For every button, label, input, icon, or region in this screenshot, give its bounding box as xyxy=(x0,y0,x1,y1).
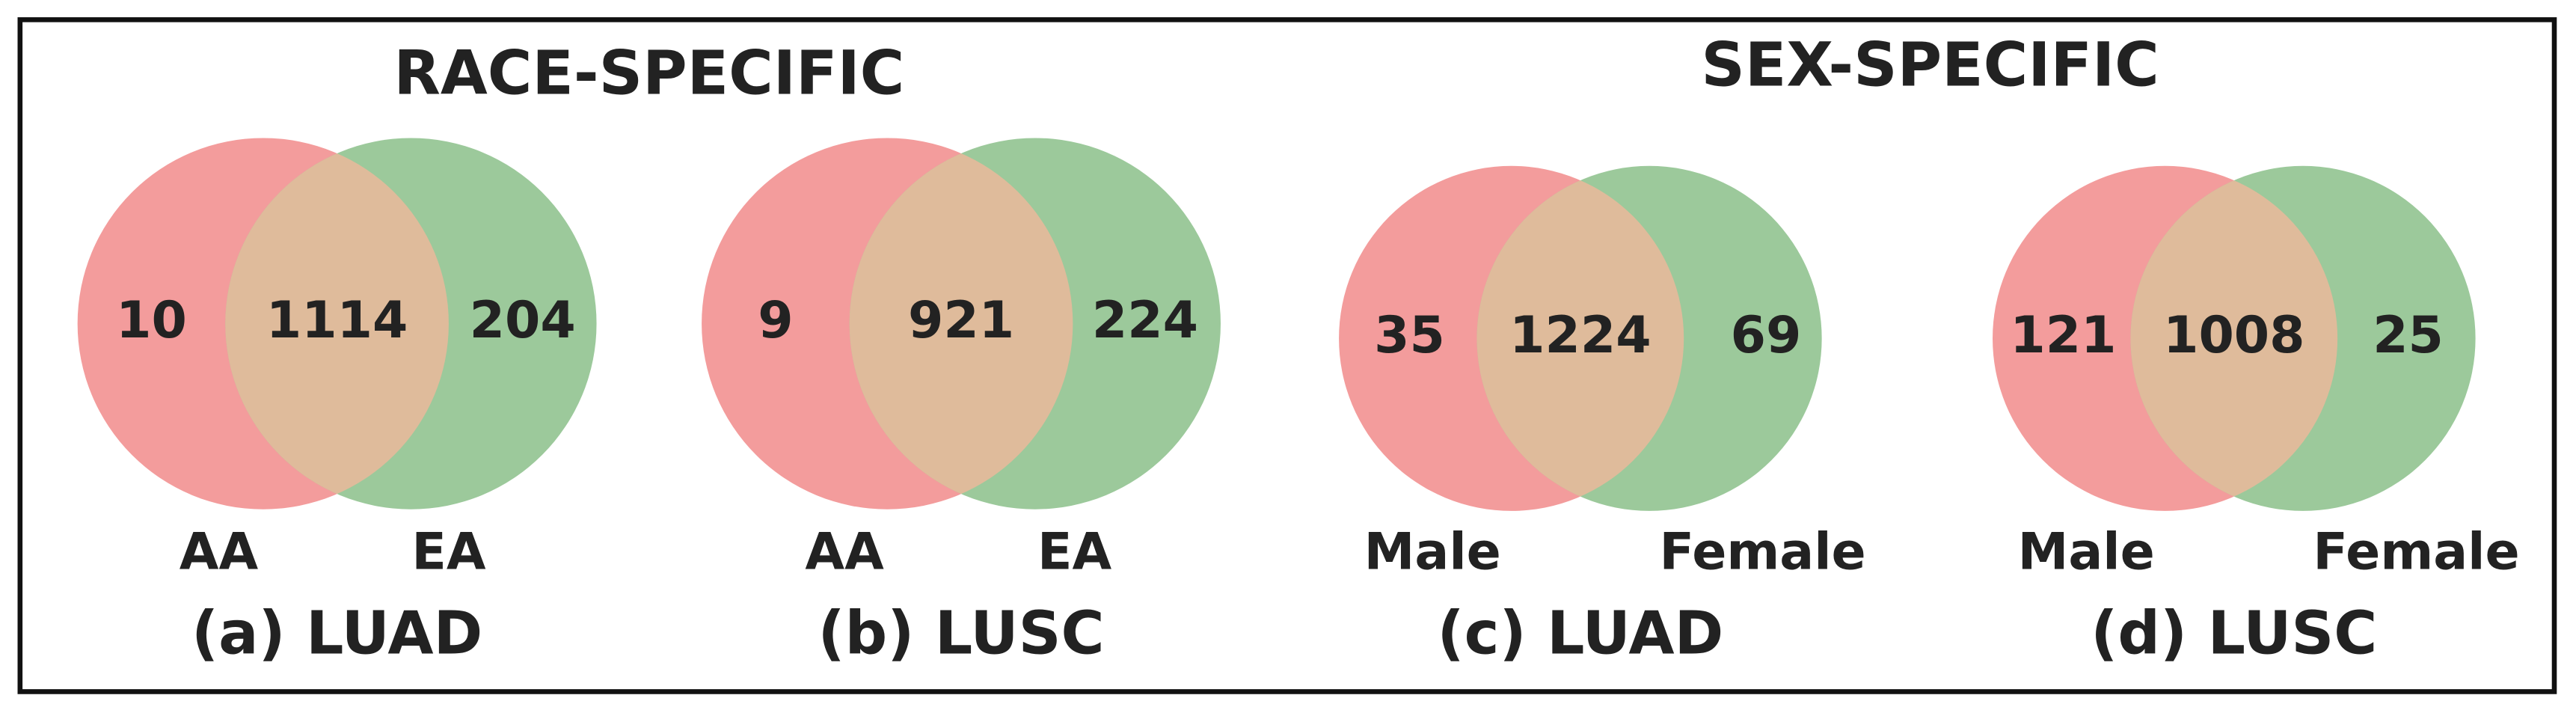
caption: (a) LUAD xyxy=(191,599,482,667)
overlap xyxy=(849,138,1073,509)
heading: SEX-SPECIFIC xyxy=(1701,31,2159,101)
count: 9 xyxy=(758,291,793,350)
overlap xyxy=(1476,165,1684,511)
overlap xyxy=(225,138,449,509)
caption: (c) LUAD xyxy=(1437,599,1723,667)
set-label: AA xyxy=(180,523,259,582)
count: 121 xyxy=(2010,306,2116,365)
set-label: Male xyxy=(2018,523,2155,582)
count: 1224 xyxy=(1509,306,1651,365)
count: 1008 xyxy=(2163,306,2304,365)
set-label: EA xyxy=(1037,523,1111,582)
count: 1114 xyxy=(266,291,408,350)
count: 35 xyxy=(1374,306,1445,365)
count: 25 xyxy=(2373,306,2444,365)
count: 204 xyxy=(470,291,576,350)
set-label: Female xyxy=(1659,523,1865,582)
heading: RACE-SPECIFIC xyxy=(393,39,904,109)
border xyxy=(17,17,2557,694)
set-label: AA xyxy=(805,523,884,582)
count: 69 xyxy=(1731,306,1802,365)
overlap xyxy=(2130,165,2338,511)
caption: (b) LUSC xyxy=(818,599,1105,667)
set-label: Female xyxy=(2313,523,2519,582)
caption: (d) LUSC xyxy=(2091,599,2377,667)
count: 224 xyxy=(1092,291,1198,350)
count: 10 xyxy=(116,291,187,350)
set-label: Male xyxy=(1364,523,1501,582)
count: 921 xyxy=(908,291,1014,350)
set-label: EA xyxy=(411,523,485,582)
